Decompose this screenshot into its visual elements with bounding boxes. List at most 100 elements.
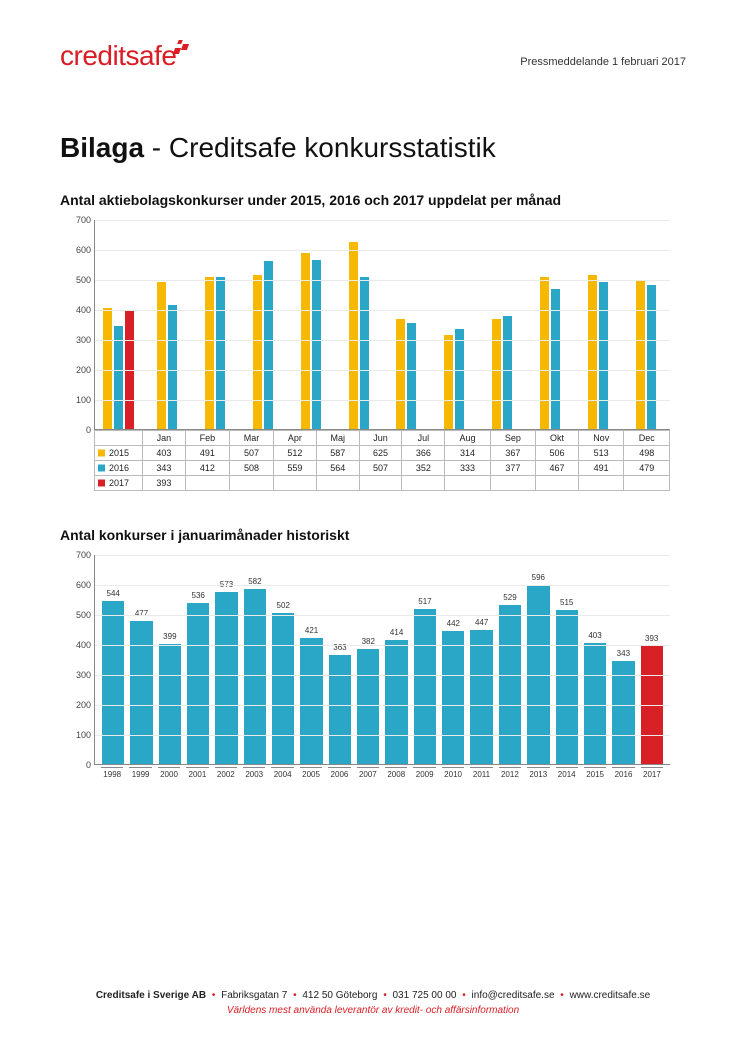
chart2-value-label: 414 xyxy=(390,628,403,637)
chart1-month-group xyxy=(335,220,383,429)
chart1-table-month: Aug xyxy=(445,431,490,446)
chart2-xaxis: 1998199920002001200220032004200520062007… xyxy=(94,765,670,779)
chart1-table-cell: 352 xyxy=(402,461,445,476)
chart1-month-group xyxy=(143,220,191,429)
chart1-gridline xyxy=(95,400,670,401)
chart2-bar xyxy=(470,630,492,764)
chart1-bar xyxy=(157,282,166,429)
chart1-table-cell: 366 xyxy=(402,446,445,461)
chart1-month-group xyxy=(574,220,622,429)
chart1-bar xyxy=(647,285,656,429)
chart2-value-label: 517 xyxy=(418,597,431,606)
chart2-bar xyxy=(357,649,379,764)
chart1-table-cell: 333 xyxy=(445,461,490,476)
chart1-bar xyxy=(216,277,225,429)
footer-postal: 412 50 Göteborg xyxy=(302,990,377,1001)
chart1-table-cell: 412 xyxy=(185,461,229,476)
chart1-bar xyxy=(599,282,608,429)
footer: Creditsafe i Sverige AB • Fabriksgatan 7… xyxy=(0,990,746,1016)
chart2-bar-group: 544 xyxy=(102,601,124,764)
chart1-table-cell: 367 xyxy=(490,446,535,461)
chart2-bar-group: 529 xyxy=(499,605,521,764)
chart2-bar-group: 442 xyxy=(442,631,464,764)
chart2: 5444773995365735825024213633824145174424… xyxy=(60,555,670,779)
chart2-year-label: 2007 xyxy=(357,767,379,779)
chart1-bar xyxy=(103,308,112,429)
footer-address: Fabriksgatan 7 xyxy=(221,990,287,1001)
chart1-table-month: Jun xyxy=(359,431,402,446)
chart2-year-label: 2014 xyxy=(556,767,578,779)
chart1-table-month: Maj xyxy=(316,431,359,446)
chart1-bars xyxy=(95,220,670,429)
chart1-month-group xyxy=(622,220,670,429)
chart1-table-cell xyxy=(445,476,490,491)
chart2-bar xyxy=(215,592,237,764)
chart1-series-name: 2016 xyxy=(109,463,129,473)
chart2-year-label: 2009 xyxy=(413,767,435,779)
chart1-gridline xyxy=(95,370,670,371)
chart1-table-cell xyxy=(185,476,229,491)
chart1-table-cell xyxy=(402,476,445,491)
chart1-table-cell: 508 xyxy=(229,461,273,476)
chart2-ytick: 0 xyxy=(61,760,91,770)
chart2-bar xyxy=(130,621,152,764)
chart2-value-label: 477 xyxy=(135,609,148,618)
chart1-table-cell: 403 xyxy=(143,446,186,461)
chart1-table-cell: 564 xyxy=(316,461,359,476)
chart2-ytick: 500 xyxy=(61,610,91,620)
chart2-bar xyxy=(187,603,209,764)
chart1-table-cell: 513 xyxy=(578,446,623,461)
title-bold: Bilaga xyxy=(60,132,144,163)
chart1-gridline xyxy=(95,310,670,311)
chart2-bar xyxy=(300,638,322,764)
chart1-table-cell: 506 xyxy=(536,446,579,461)
chart1-table-month: Jan xyxy=(143,431,186,446)
chart2-gridline xyxy=(95,705,670,706)
chart1-bar xyxy=(503,316,512,429)
footer-company: Creditsafe i Sverige AB xyxy=(96,990,206,1001)
chart1-table-month: Mar xyxy=(229,431,273,446)
chart2-value-label: 421 xyxy=(305,626,318,635)
chart2-gridline xyxy=(95,615,670,616)
footer-email: info@creditsafe.se xyxy=(472,990,555,1001)
chart2-value-label: 393 xyxy=(645,634,658,643)
chart1-bar xyxy=(312,260,321,429)
header: creditsafe Pressmeddelande 1 februari 20… xyxy=(60,40,686,72)
chart2-bar-group: 536 xyxy=(187,603,209,764)
chart2-bar xyxy=(499,605,521,764)
chart2-bar xyxy=(102,601,124,764)
chart2-bar-group: 343 xyxy=(612,661,634,764)
chart2-year-label: 2016 xyxy=(612,767,634,779)
chart1-table-cell: 498 xyxy=(624,446,670,461)
chart2-bar-group: 517 xyxy=(414,609,436,764)
chart1-ytick: 0 xyxy=(61,425,91,435)
chart2-year-label: 2015 xyxy=(584,767,606,779)
chart1-table-month: Okt xyxy=(536,431,579,446)
chart2-year-label: 2012 xyxy=(499,767,521,779)
press-date: Pressmeddelande 1 februari 2017 xyxy=(520,56,686,72)
logo: creditsafe xyxy=(60,40,196,72)
chart1-gridline xyxy=(95,220,670,221)
chart2-bar xyxy=(329,655,351,764)
chart1-table-cell: 625 xyxy=(359,446,402,461)
chart1-table-cell xyxy=(359,476,402,491)
chart1-table-cell xyxy=(624,476,670,491)
logo-mark-icon xyxy=(174,40,196,58)
chart1-bar xyxy=(588,275,597,429)
chart2-value-label: 447 xyxy=(475,618,488,627)
chart1-bar xyxy=(168,305,177,429)
dot-icon: • xyxy=(557,990,567,1001)
chart1-table-month: Sep xyxy=(490,431,535,446)
chart2-year-label: 2005 xyxy=(300,767,322,779)
chart1-data-table: JanFebMarAprMajJunJulAugSepOktNovDec2015… xyxy=(94,430,670,491)
dot-icon: • xyxy=(380,990,390,1001)
chart2-year-label: 2004 xyxy=(271,767,293,779)
chart2-gridline xyxy=(95,675,670,676)
chart2-gridline xyxy=(95,645,670,646)
chart2-gridline xyxy=(95,735,670,736)
chart1-series-name: 2017 xyxy=(109,478,129,488)
chart2-bar xyxy=(584,643,606,764)
footer-tagline: Världens mest använda leverantör av kred… xyxy=(0,1005,746,1016)
chart1: 0100200300400500600700 JanFebMarAprMajJu… xyxy=(60,220,670,491)
chart1-table-cell: 507 xyxy=(229,446,273,461)
